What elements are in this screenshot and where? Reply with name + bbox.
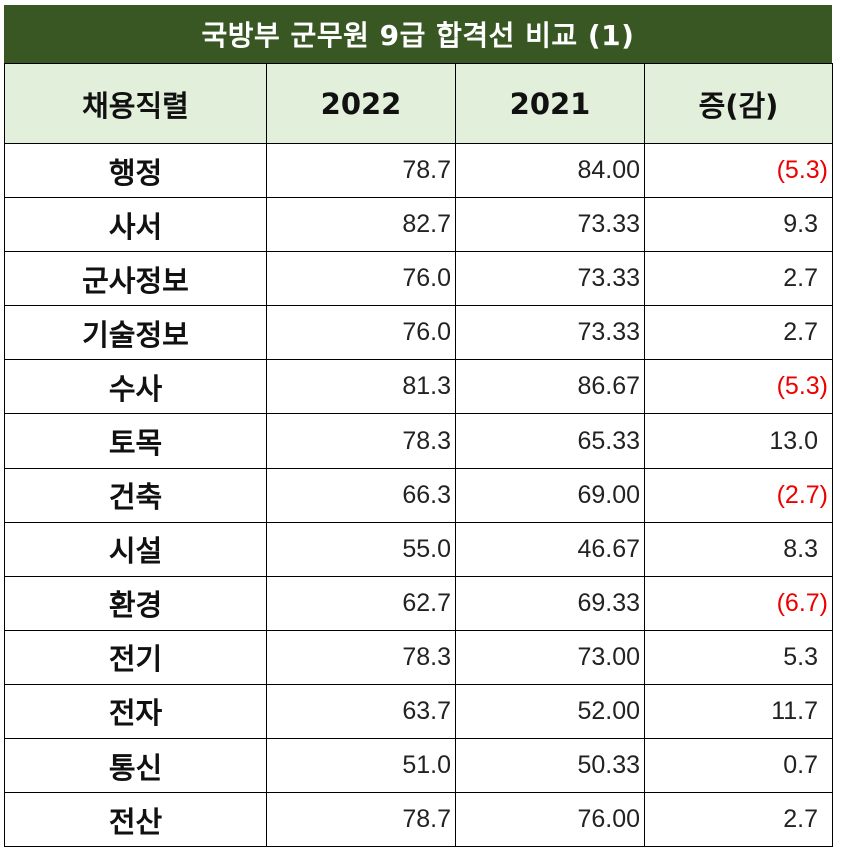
change-cell: (5.3) [644,359,833,415]
table-row: 군사정보 76.0 73.33 2.7 [4,251,833,307]
score-2021-cell: 86.67 [455,359,645,415]
table-row: 수사 81.3 86.67 (5.3) [4,359,833,415]
change-cell: 5.3 [644,629,833,685]
score-2021-cell: 52.00 [455,683,645,740]
job-cell: 건축 [4,467,267,523]
score-2021-cell: 69.00 [455,467,645,523]
change-cell: 2.7 [644,251,833,307]
score-2021-cell: 73.33 [455,305,645,361]
header-2022: 2022 [266,63,456,144]
change-cell: 8.3 [644,521,833,577]
score-2021-cell: 65.33 [455,413,645,469]
job-cell: 전기 [4,629,267,685]
change-cell: (5.3) [644,142,833,199]
score-2022-cell: 51.0 [266,738,456,794]
change-cell: 13.0 [644,413,833,469]
job-cell: 기술정보 [4,305,267,361]
job-cell: 전산 [4,792,267,848]
job-cell: 통신 [4,738,267,794]
job-cell: 수사 [4,359,267,415]
job-cell: 시설 [4,521,267,577]
table-row: 건축 66.3 69.00 (2.7) [4,467,833,523]
job-cell: 사서 [4,197,267,253]
score-2022-cell: 78.7 [266,142,456,199]
change-cell: 2.7 [644,792,833,848]
header-row: 채용직렬 2022 2021 증(감) [4,63,833,144]
score-2022-cell: 63.7 [266,683,456,740]
header-change: 증(감) [644,63,833,144]
score-2021-cell: 73.33 [455,197,645,253]
job-cell: 행정 [4,142,267,199]
table-title: 국방부 군무원 9급 합격선 비교 (1) [4,5,832,63]
job-cell: 토목 [4,413,267,469]
score-2021-cell: 50.33 [455,738,645,794]
score-2022-cell: 62.7 [266,575,456,631]
table-row: 사서 82.7 73.33 9.3 [4,197,833,253]
table-row: 시설 55.0 46.67 8.3 [4,521,833,577]
table-row: 기술정보 76.0 73.33 2.7 [4,305,833,361]
table-row: 전산 78.7 76.00 2.7 [4,792,833,848]
change-cell: 11.7 [644,683,833,740]
score-2021-cell: 73.33 [455,251,645,307]
score-2021-cell: 84.00 [455,142,645,199]
job-cell: 환경 [4,575,267,631]
score-2022-cell: 76.0 [266,251,456,307]
table-row: 토목 78.3 65.33 13.0 [4,413,833,469]
table-row: 전기 78.3 73.00 5.3 [4,629,833,685]
header-job: 채용직렬 [4,63,267,144]
change-cell: (2.7) [644,467,833,523]
score-table: 채용직렬 2022 2021 증(감) 행정 78.7 84.00 (5.3) 사서 82… [4,63,833,848]
score-2022-cell: 78.3 [266,629,456,685]
score-2022-cell: 78.7 [266,792,456,848]
score-2022-cell: 81.3 [266,359,456,415]
change-cell: (6.7) [644,575,833,631]
score-2021-cell: 73.00 [455,629,645,685]
header-2021: 2021 [455,63,645,144]
job-cell: 군사정보 [4,251,267,307]
score-2022-cell: 78.3 [266,413,456,469]
score-2021-cell: 76.00 [455,792,645,848]
score-2022-cell: 76.0 [266,305,456,361]
change-cell: 9.3 [644,197,833,253]
score-2021-cell: 46.67 [455,521,645,577]
score-2022-cell: 55.0 [266,521,456,577]
table-row: 통신 51.0 50.33 0.7 [4,738,833,794]
table-row: 전자 63.7 52.00 11.7 [4,683,833,740]
table-row: 행정 78.7 84.00 (5.3) [4,142,833,199]
score-2022-cell: 66.3 [266,467,456,523]
score-comparison-sheet: 국방부 군무원 9급 합격선 비교 (1) 채용직렬 2022 2021 증(감… [4,5,833,848]
change-cell: 2.7 [644,305,833,361]
score-2022-cell: 82.7 [266,197,456,253]
score-2021-cell: 69.33 [455,575,645,631]
table-row: 환경 62.7 69.33 (6.7) [4,575,833,631]
job-cell: 전자 [4,683,267,740]
change-cell: 0.7 [644,738,833,794]
